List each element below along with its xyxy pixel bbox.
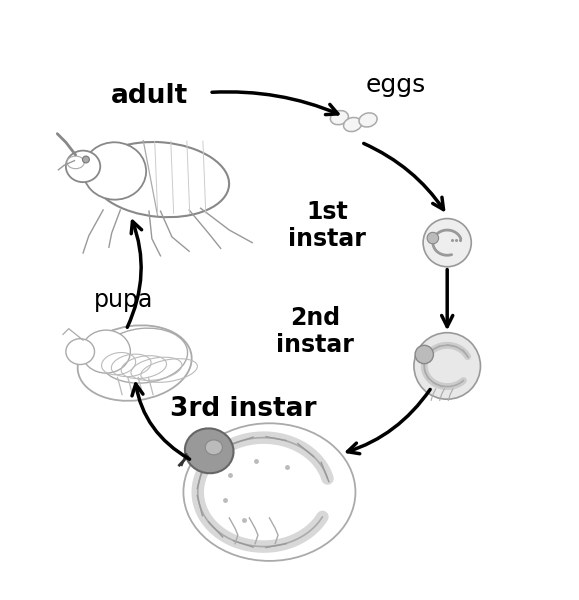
Text: pupa: pupa (94, 288, 153, 312)
Ellipse shape (92, 142, 229, 217)
Text: 2nd
instar: 2nd instar (276, 305, 354, 358)
Circle shape (414, 332, 481, 399)
Text: 3rd instar: 3rd instar (170, 396, 317, 422)
Circle shape (415, 346, 434, 364)
Ellipse shape (82, 330, 130, 373)
Ellipse shape (67, 156, 84, 169)
Text: eggs: eggs (365, 73, 426, 97)
Ellipse shape (184, 423, 356, 561)
Text: 1st
instar: 1st instar (288, 200, 366, 251)
Circle shape (82, 156, 89, 163)
Ellipse shape (66, 151, 100, 182)
Ellipse shape (66, 339, 94, 365)
Ellipse shape (359, 113, 377, 127)
Ellipse shape (205, 440, 222, 455)
Circle shape (423, 218, 471, 267)
Ellipse shape (99, 328, 188, 383)
Ellipse shape (343, 118, 362, 131)
Ellipse shape (185, 428, 233, 473)
Text: adult: adult (111, 83, 188, 109)
Circle shape (427, 232, 439, 244)
Ellipse shape (331, 110, 349, 125)
Ellipse shape (78, 325, 192, 401)
Ellipse shape (83, 142, 146, 200)
